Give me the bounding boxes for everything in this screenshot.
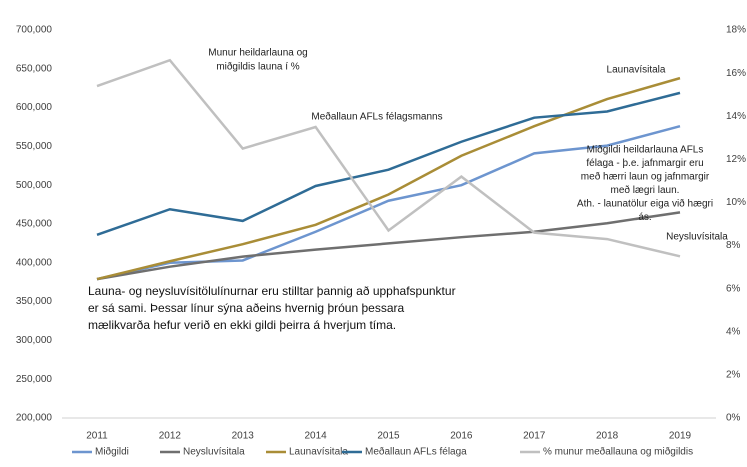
annotation: Launa- og neysluvísitölulínurnar eru sti…: [88, 284, 456, 298]
y2-tick-label: 12%: [726, 154, 746, 165]
annotation: með lægri laun.: [611, 184, 680, 196]
series-line: [96, 125, 681, 281]
y-tick-label: 500,000: [16, 180, 53, 191]
y-tick-label: 600,000: [16, 102, 53, 113]
y-tick-label: 200,000: [16, 413, 53, 424]
x-tick-label: 2014: [305, 431, 328, 442]
annotation: Neysluvísitala: [666, 232, 728, 243]
y2-tick-label: 18%: [726, 25, 746, 36]
annotation: Launavísitala: [607, 65, 666, 76]
y-tick-label: 700,000: [16, 25, 53, 36]
y2-tick-label: 14%: [726, 111, 746, 122]
series-line: [96, 91, 681, 237]
y2-tick-label: 10%: [726, 197, 746, 208]
legend-label: Meðallaun AFLs félaga: [365, 446, 467, 458]
y-tick-label: 550,000: [16, 141, 53, 152]
annotation: er sá sami. Þessar línur sýna aðeins hve…: [88, 301, 404, 315]
y2-tick-label: 8%: [726, 240, 741, 251]
y-tick-label: 450,000: [16, 219, 53, 230]
legend-label: % munur meðallauna og miðgildis: [543, 446, 693, 458]
y2-tick-label: 4%: [726, 326, 741, 337]
y2-tick-label: 16%: [726, 68, 746, 79]
annotation: miðgildis launa í %: [216, 61, 299, 73]
y-tick-label: 300,000: [16, 335, 53, 346]
x-tick-label: 2012: [159, 431, 182, 442]
x-tick-label: 2018: [596, 431, 619, 442]
legend-label: Neysluvísitala: [183, 447, 245, 458]
annotation: með hærri laun og jafnmargir: [581, 171, 710, 183]
y2-tick-label: 6%: [726, 283, 741, 294]
series-line: [96, 211, 681, 281]
annotation: Miðgildi heildarlauna AFLs: [587, 144, 704, 156]
x-tick-label: 2019: [669, 431, 692, 442]
series-line: [96, 76, 681, 281]
x-tick-label: 2015: [377, 431, 400, 442]
annotation: félaga - þ.e. jafnmargir eru: [586, 158, 703, 169]
y-tick-label: 650,000: [16, 63, 53, 74]
x-tick-label: 2017: [523, 431, 546, 442]
annotation: Munur heildarlauna og: [208, 48, 308, 59]
series-line: [96, 58, 681, 258]
x-tick-label: 2011: [86, 431, 108, 442]
annotation: ás.: [638, 212, 651, 223]
y-tick-label: 350,000: [16, 296, 53, 307]
x-tick-label: 2013: [232, 431, 255, 442]
annotation: Meðallaun AFLs félagsmanns: [311, 111, 442, 123]
legend-label: Miðgildi: [95, 446, 129, 458]
x-tick-label: 2016: [450, 431, 473, 442]
y2-tick-label: 0%: [726, 413, 741, 424]
y-tick-label: 250,000: [16, 374, 53, 385]
y2-tick-label: 2%: [726, 370, 741, 381]
annotation: mælikvarða hefur verið en ekki gildi þei…: [88, 318, 396, 332]
legend-label: Launavísitala: [289, 447, 348, 458]
annotation: Ath. - launatölur eiga við hægri: [577, 198, 713, 210]
y-tick-label: 400,000: [16, 257, 53, 268]
